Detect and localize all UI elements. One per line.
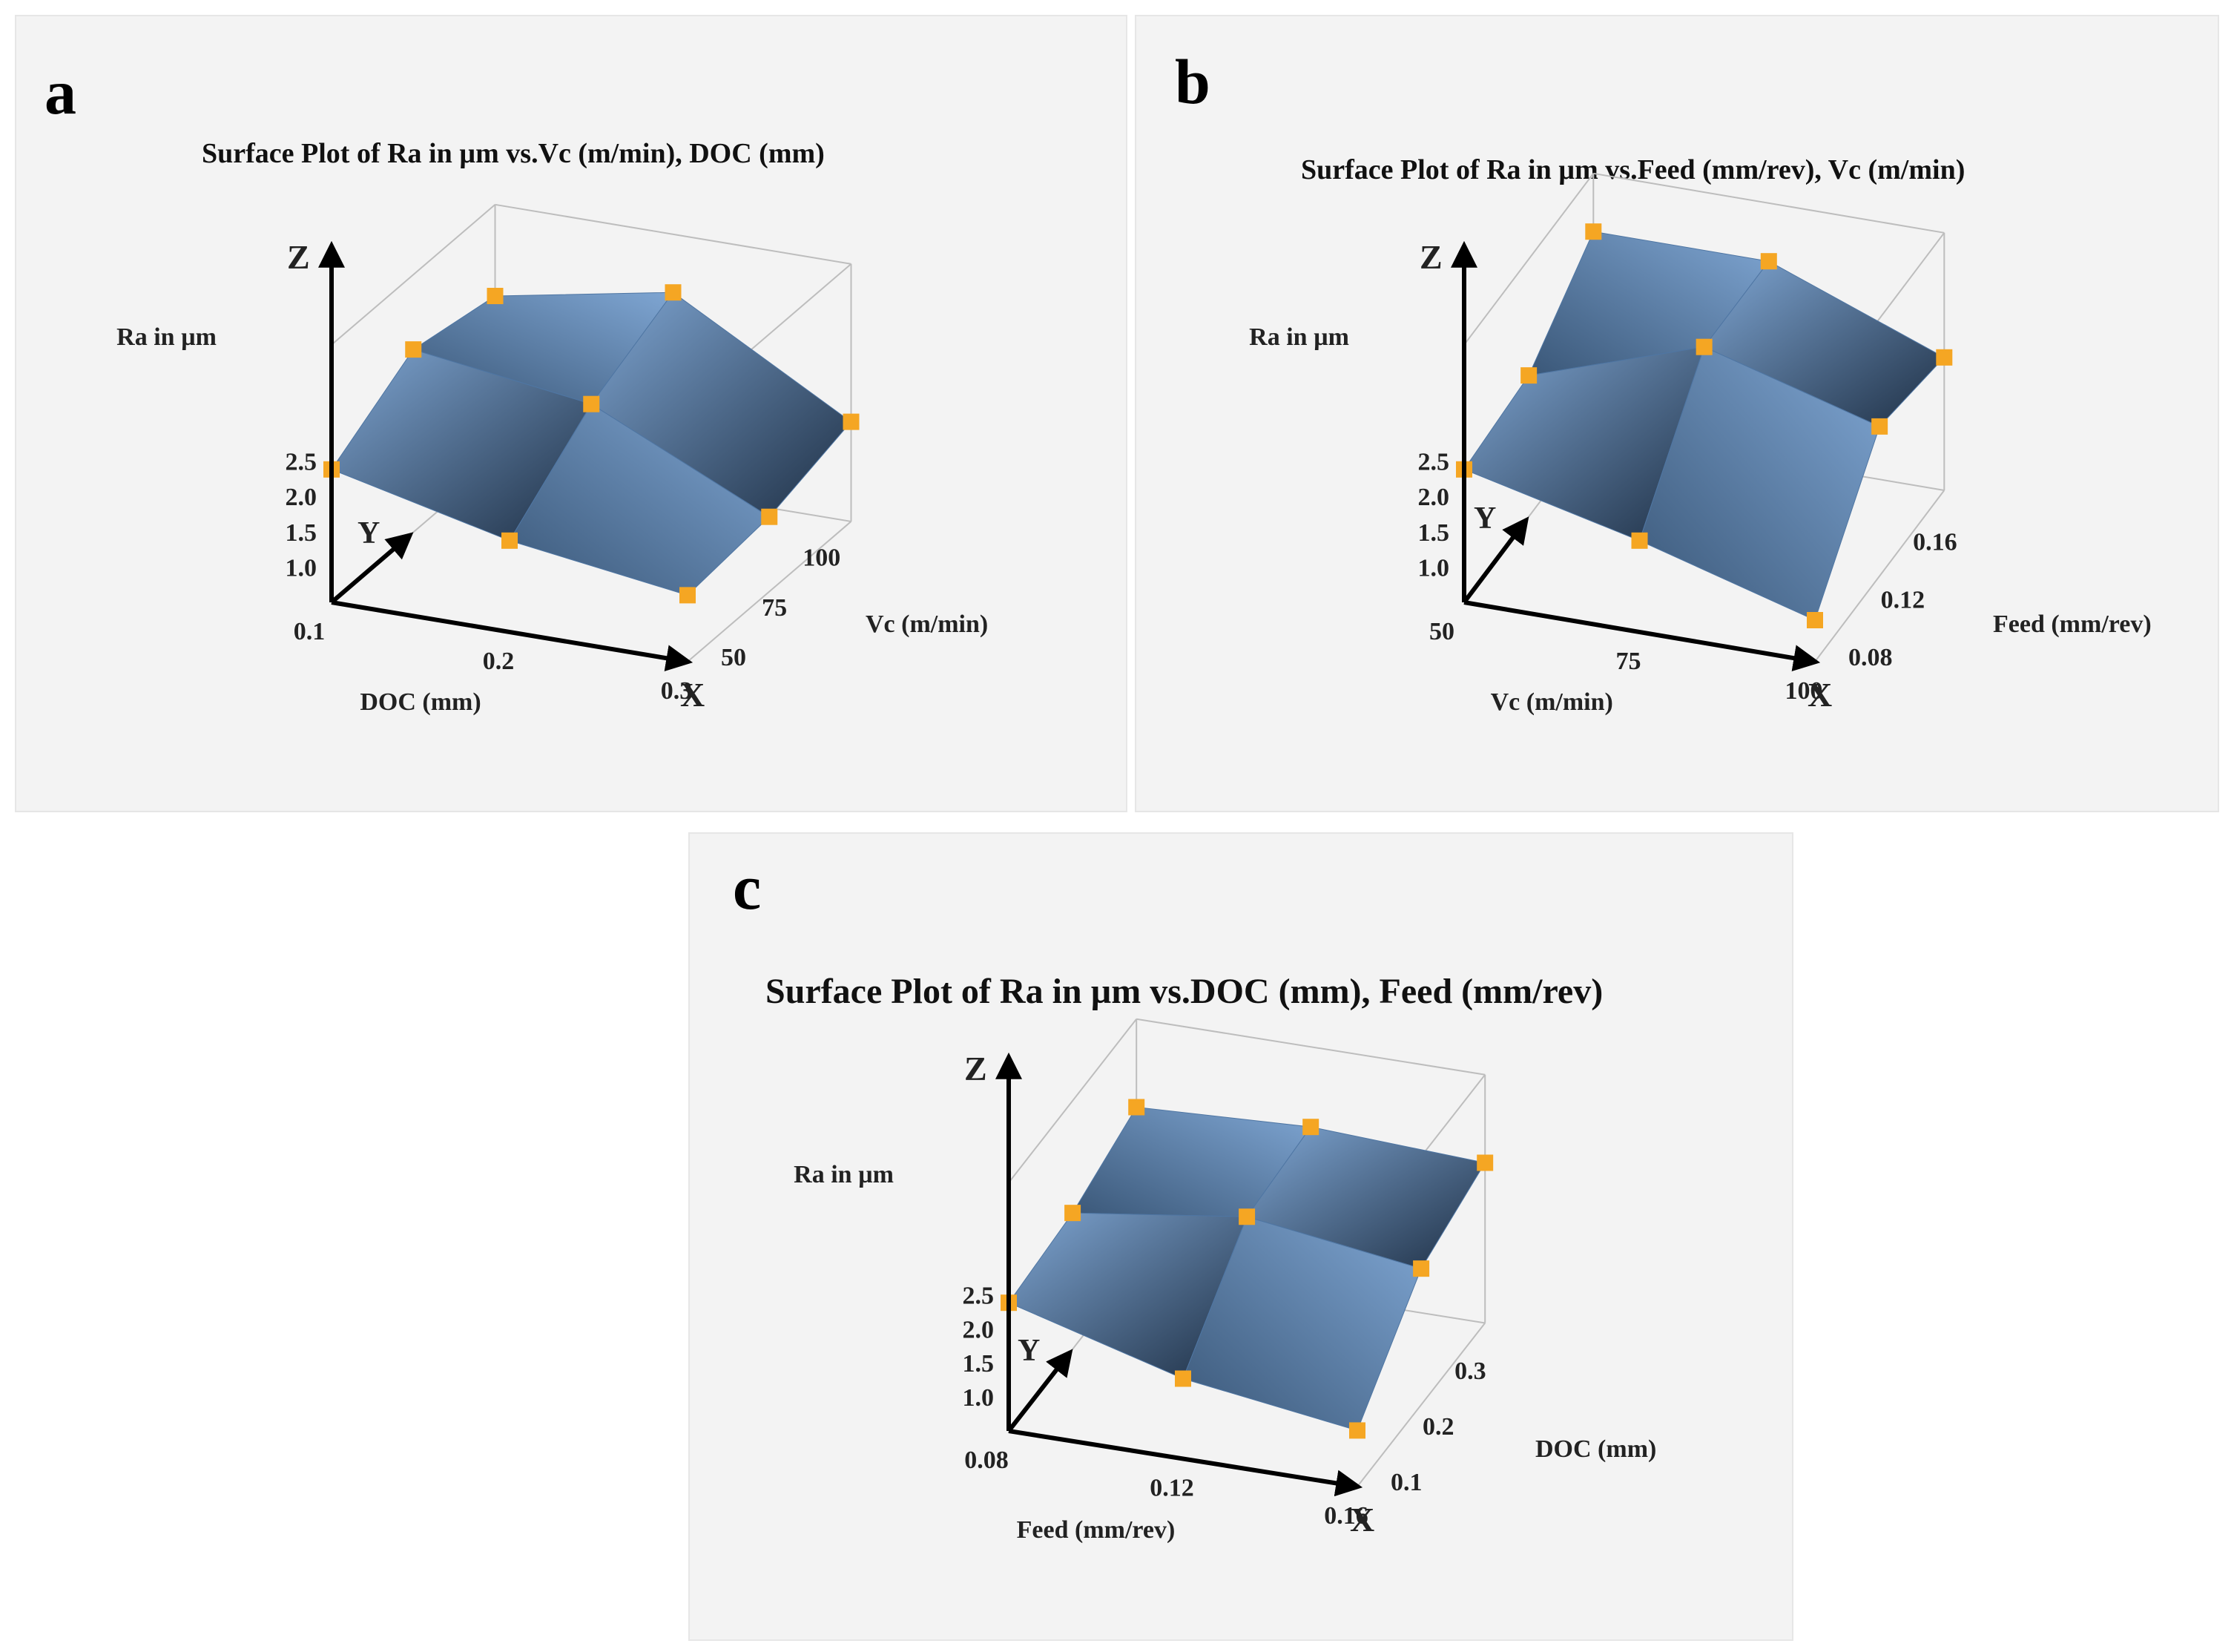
plot-box-edge xyxy=(1463,173,1595,346)
data-point-marker xyxy=(1696,338,1713,355)
z-tick-label: 2.5 xyxy=(963,1282,995,1309)
z-tick-label: 1.5 xyxy=(286,519,317,547)
y-axis-arrow xyxy=(330,532,414,605)
plot-box-edge xyxy=(1814,490,1945,662)
y-axis-letter: Y xyxy=(357,516,380,550)
panel-label-a: a xyxy=(45,56,76,128)
data-point-marker xyxy=(843,413,860,430)
x-axis-arrow xyxy=(1008,1429,1363,1497)
y-axis-arrow xyxy=(1462,516,1529,604)
chart-title-a: Surface Plot of Ra in µm vs.Vc (m/min), … xyxy=(202,138,825,169)
x-tick-label: 0.3 xyxy=(661,677,693,705)
x-axis-letter: X xyxy=(1808,676,1832,714)
z-axis-letter: Z xyxy=(1420,238,1443,276)
y-tick-label: 50 xyxy=(721,644,746,671)
z-tick-label: 2.0 xyxy=(286,484,317,511)
data-point-marker xyxy=(405,341,422,358)
data-point-marker xyxy=(583,395,600,412)
data-point-marker xyxy=(1239,1208,1256,1225)
data-point-marker xyxy=(761,508,778,525)
surface-plot-a: Z X Y 1.0 1.5 2.0 2.5 Ra in µm 0.1 0.2 0.3 DOC (mm)… xyxy=(116,203,988,716)
x-tick-label: 75 xyxy=(1616,648,1641,675)
x-axis-letter: X xyxy=(680,676,705,714)
x-tick-label: 0.12 xyxy=(1150,1475,1194,1502)
y-tick-label: 0.2 xyxy=(1423,1413,1454,1441)
z-tick-label: 1.0 xyxy=(1418,554,1450,582)
y-tick-label: 0.1 xyxy=(1391,1469,1423,1496)
plot-box-edge xyxy=(1593,172,1945,234)
x-tick-label: 0.16 xyxy=(1324,1502,1368,1530)
data-point-marker xyxy=(501,532,518,549)
data-point-marker xyxy=(1760,253,1777,270)
surface-plot-c: Z X Y 1.0 1.5 2.0 2.5 Ra in µm 0.08 0.12 0.16 Feed … xyxy=(794,1018,1656,1544)
y-axis-arrow xyxy=(1006,1349,1073,1432)
y-tick-label: 0.12 xyxy=(1881,586,1925,613)
panel-label-b: b xyxy=(1175,46,1210,117)
x-tick-label: 0.2 xyxy=(483,648,515,675)
plot-box-edge xyxy=(687,521,852,662)
data-point-marker xyxy=(1175,1370,1191,1387)
z-tick-label: 1.0 xyxy=(963,1384,995,1412)
data-point-marker xyxy=(1302,1119,1319,1136)
x-tick-label: 0.1 xyxy=(294,618,326,645)
z-tick-label: 2.0 xyxy=(1418,484,1450,511)
plot-box-edge xyxy=(495,203,851,265)
y-tick-label: 75 xyxy=(762,594,787,622)
plot-box-edge xyxy=(1008,1018,1137,1183)
x-axis-label: Vc (m/min) xyxy=(1491,688,1613,716)
chart-title-c: Surface Plot of Ra in µm vs.DOC (mm), Fe… xyxy=(765,972,1604,1011)
x-tick-label: 100 xyxy=(1785,677,1823,705)
x-tick-label: 50 xyxy=(1429,618,1454,645)
data-point-marker xyxy=(1520,367,1538,384)
z-axis-label: Ra in µm xyxy=(1249,323,1349,351)
chart-panel-c: c Surface Plot of Ra in µm vs.DOC (mm), … xyxy=(688,832,1793,1641)
data-point-marker xyxy=(1807,612,1823,628)
z-axis-letter: Z xyxy=(287,238,310,276)
x-axis-arrow xyxy=(331,600,693,672)
z-axis-label: Ra in µm xyxy=(116,323,217,351)
data-point-marker xyxy=(1936,349,1953,366)
z-tick-label: 2.0 xyxy=(963,1316,995,1343)
data-point-marker xyxy=(665,284,682,301)
chart-panel-a: a Surface Plot of Ra in µm vs.Vc (m/min)… xyxy=(15,15,1127,812)
x-axis-label: DOC (mm) xyxy=(360,688,481,716)
y-axis-label: Vc (m/min) xyxy=(866,611,988,638)
x-axis-label: Feed (mm/rev) xyxy=(1017,1516,1176,1544)
z-tick-label: 1.0 xyxy=(286,554,317,582)
z-tick-label: 1.5 xyxy=(1418,519,1450,547)
plot-box-edge xyxy=(1357,1322,1486,1487)
data-point-marker xyxy=(1631,532,1648,549)
data-point-marker xyxy=(1477,1154,1494,1171)
data-point-marker xyxy=(1349,1422,1365,1439)
z-tick-label: 2.5 xyxy=(286,449,317,476)
panel-label-c: c xyxy=(733,852,762,923)
data-point-marker xyxy=(1585,223,1602,240)
z-axis-letter: Z xyxy=(964,1050,987,1087)
y-tick-label: 0.3 xyxy=(1454,1358,1486,1385)
z-axis-label: Ra in µm xyxy=(794,1161,894,1188)
data-point-marker xyxy=(1871,418,1888,435)
z-tick-label: 1.5 xyxy=(963,1350,995,1378)
plot-box-edge xyxy=(1136,1018,1486,1076)
z-tick-label: 2.5 xyxy=(1418,449,1450,476)
y-tick-label: 0.16 xyxy=(1913,529,1957,556)
y-axis-label: DOC (mm) xyxy=(1535,1435,1656,1463)
y-tick-label: 0.08 xyxy=(1848,644,1893,671)
data-point-marker xyxy=(487,288,504,304)
x-axis-arrow xyxy=(1463,600,1821,671)
x-tick-label: 0.08 xyxy=(964,1447,1009,1474)
surface-plot-b: Z X Y 1.0 1.5 2.0 2.5 Ra in µm 50 75 100 Vc (m/min)… xyxy=(1249,172,2152,716)
y-axis-label: Feed (mm/rev) xyxy=(1993,611,2152,638)
data-point-marker xyxy=(1128,1099,1145,1116)
chart-panel-b: b Surface Plot of Ra in µm vs.Feed (mm/r… xyxy=(1135,15,2219,812)
plot-box-edge xyxy=(331,204,496,346)
data-point-marker xyxy=(679,587,696,604)
x-axis-letter: X xyxy=(1350,1501,1374,1539)
y-axis-letter: Y xyxy=(1474,501,1496,536)
data-point-marker xyxy=(1064,1205,1081,1222)
y-tick-label: 100 xyxy=(803,544,840,572)
data-point-marker xyxy=(1413,1260,1430,1277)
y-axis-letter: Y xyxy=(1018,1334,1040,1368)
